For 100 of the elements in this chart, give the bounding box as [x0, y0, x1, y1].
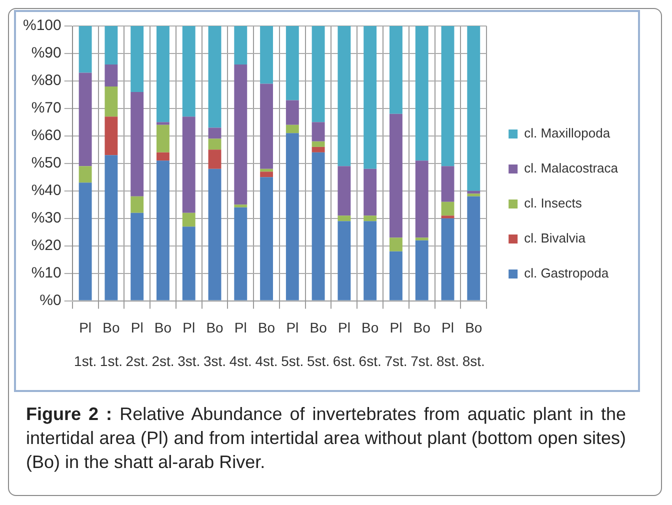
category-label: Pl 7st.: [384, 319, 408, 370]
bar: [441, 216, 454, 218]
bar: [182, 26, 196, 117]
bar: [260, 26, 273, 84]
bar: [130, 196, 144, 213]
bar: [467, 26, 480, 191]
bar: [364, 168, 377, 216]
bar: [156, 160, 170, 300]
bar: [208, 128, 222, 139]
category-label: Pl 5st.: [281, 319, 304, 370]
category-label: Pl 8st.: [436, 319, 460, 370]
category-label: Bo 2st.: [152, 319, 174, 370]
bar: [390, 238, 402, 252]
bar: [441, 26, 454, 166]
bar: [338, 221, 351, 300]
bar: [208, 26, 222, 128]
bar: [182, 226, 196, 300]
bar: [78, 26, 92, 73]
y-tick-label: %10: [31, 264, 62, 282]
bar: [415, 240, 428, 300]
bar: [312, 141, 325, 147]
bar: [364, 26, 377, 169]
category-label: Pl 6st.: [332, 319, 356, 370]
bar: [312, 152, 325, 300]
legend-label: cl. Insects: [524, 196, 582, 211]
bar: [286, 26, 299, 100]
bar: [104, 155, 118, 300]
bar: [234, 26, 248, 64]
bar: [312, 26, 325, 122]
category-label: Pl 3st.: [178, 319, 200, 370]
category-label: Bo 5st.: [307, 319, 330, 370]
bar: [130, 212, 144, 300]
bar: [208, 138, 222, 150]
bar: [104, 26, 118, 64]
bar: [182, 212, 196, 227]
y-tick-label: %40: [31, 182, 62, 200]
bar: [390, 26, 402, 114]
bar: [104, 116, 118, 156]
category-label: Pl 2st.: [126, 319, 148, 370]
bar: [415, 26, 428, 161]
bar: [441, 218, 454, 300]
bar: [130, 26, 144, 92]
bar: [156, 122, 170, 125]
bar: [260, 172, 273, 178]
y-tick-label: %20: [31, 236, 62, 254]
bar: [156, 152, 170, 161]
bar: [260, 168, 273, 172]
bar: [338, 26, 351, 166]
bar: [312, 146, 325, 152]
y-tick-label: %50: [31, 154, 62, 172]
bar: [182, 116, 196, 213]
bar: [78, 72, 92, 166]
bar: [78, 166, 92, 183]
bar: [156, 26, 170, 122]
bar: [441, 202, 454, 216]
category-label: Pl 4st.: [229, 319, 252, 370]
y-tick-label: %0: [40, 292, 62, 309]
bar: [234, 204, 248, 208]
bar: [364, 221, 377, 300]
bar: [208, 168, 222, 300]
category-label: Bo 7st.: [410, 319, 434, 370]
bar: [467, 194, 480, 196]
bar: [156, 124, 170, 152]
bar: [286, 100, 299, 125]
bar: [286, 133, 299, 300]
legend-label: cl. Gastropoda: [524, 266, 610, 281]
bar: [286, 124, 299, 134]
y-tick-label: %60: [31, 127, 62, 144]
bar: [390, 251, 402, 300]
category-label: Bo 3st.: [203, 319, 226, 370]
bar: [364, 216, 377, 222]
legend-label: cl. Bivalvia: [524, 230, 586, 246]
category-label: Bo 4st.: [255, 319, 278, 370]
bar: [415, 160, 428, 238]
bar: [234, 64, 248, 205]
bar: [467, 190, 480, 194]
y-tick-label: %100: [22, 17, 62, 34]
bar: [390, 114, 402, 238]
y-tick-label: %80: [31, 72, 62, 90]
category-label: Bo 6st.: [358, 319, 382, 370]
y-tick-label: %90: [31, 44, 62, 62]
category-label: Pl 1st.: [74, 319, 97, 370]
bar: [260, 84, 273, 169]
bar: [338, 216, 351, 222]
bar: [338, 166, 351, 216]
bar: [312, 122, 325, 142]
y-tick-label: %70: [31, 100, 62, 117]
legend-label: cl. Maxillopoda: [524, 126, 611, 141]
y-tick-label: %30: [31, 210, 62, 226]
bar: [104, 64, 118, 86]
legend-label: cl. Malacostraca: [524, 160, 619, 176]
bar: [208, 150, 222, 169]
bar: [104, 86, 118, 117]
category-label: Bo 1st.: [100, 319, 122, 370]
bar: [78, 182, 92, 300]
bar: [441, 166, 454, 202]
bar: [260, 177, 273, 300]
bar: [130, 92, 144, 196]
bar: [234, 207, 248, 300]
bar: [415, 238, 428, 240]
